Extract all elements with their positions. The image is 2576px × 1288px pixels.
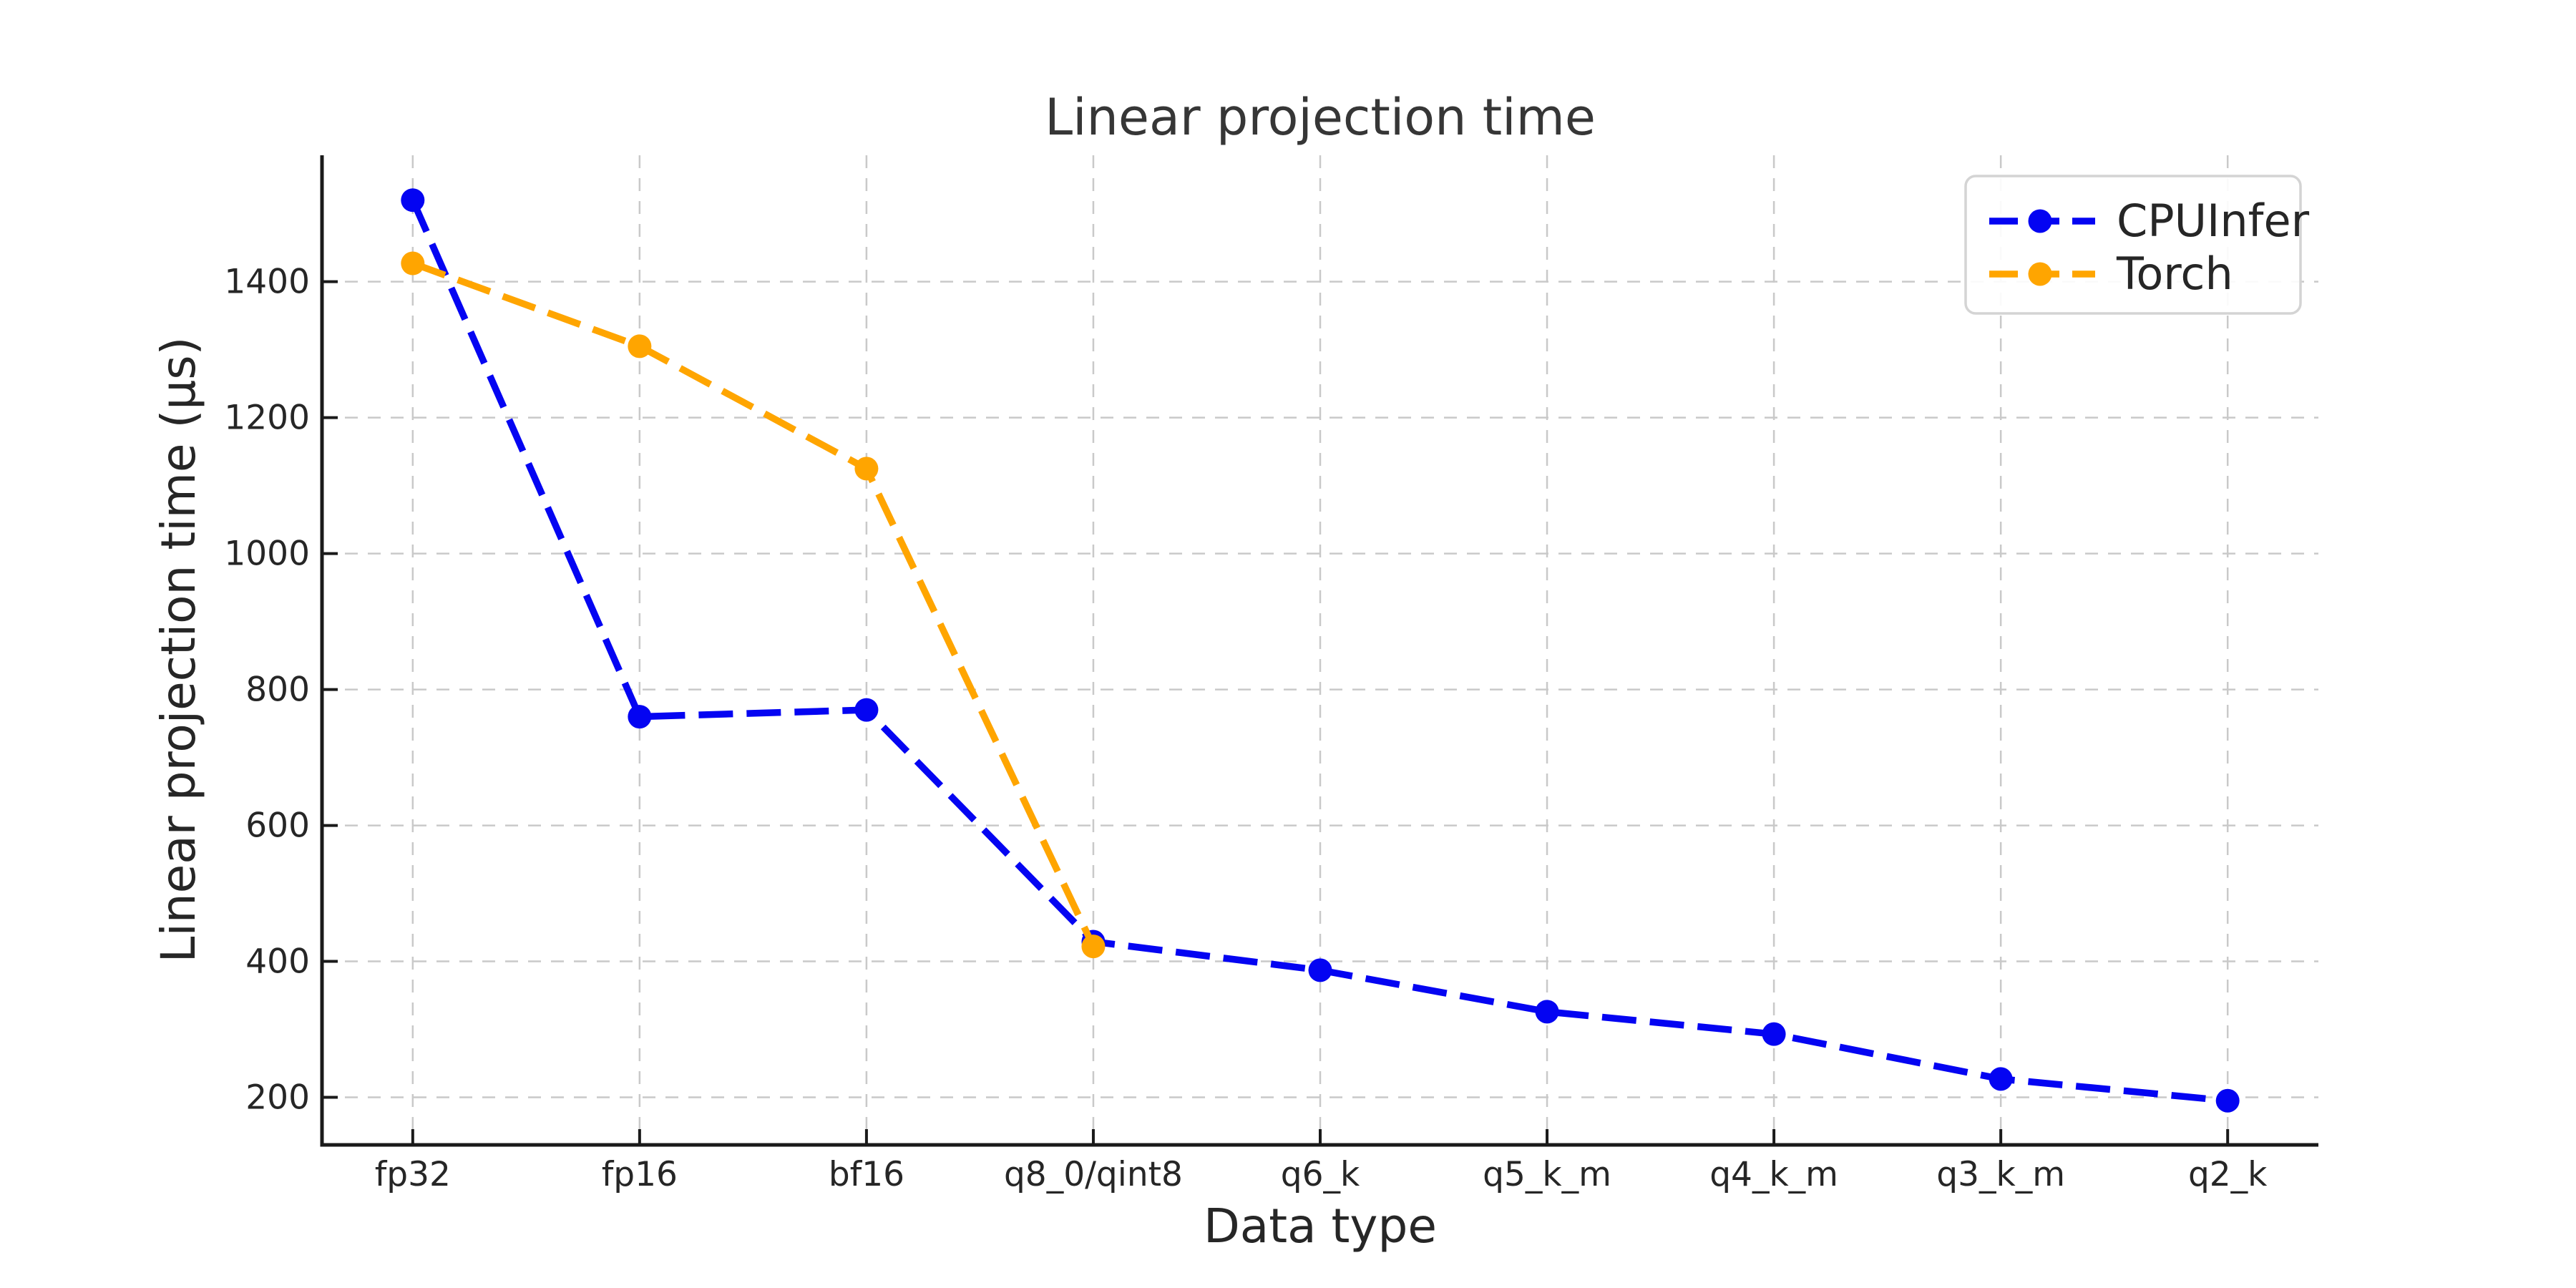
data-point-torch [628, 334, 652, 358]
series-line-torch [411, 260, 1097, 948]
x-tick-label: fp32 [375, 1155, 451, 1194]
legend-item-torch: Torch [1989, 248, 2233, 300]
legend-sample-marker [2028, 209, 2052, 233]
legend-sample-marker [2028, 262, 2052, 286]
data-point-cpuinfer [1762, 1022, 1786, 1046]
legend-item-cpuinfer: CPUInfer [1989, 195, 2310, 247]
y-tick-label: 800 [245, 670, 310, 710]
y-tick-label: 600 [245, 806, 310, 846]
x-tick-label: q5_k_m [1483, 1155, 1611, 1194]
x-tick-label: fp16 [602, 1155, 678, 1194]
y-tick-label: 1400 [224, 263, 310, 302]
data-point-cpuinfer [1989, 1067, 2013, 1091]
data-series [401, 188, 2240, 1113]
data-point-cpuinfer [1308, 958, 1332, 982]
axis-ticks [322, 280, 2230, 1145]
data-point-torch [1081, 935, 1106, 959]
x-tick-label: bf16 [829, 1155, 904, 1194]
data-point-torch [401, 251, 425, 275]
data-point-torch [854, 457, 879, 481]
legend-label: Torch [2116, 248, 2233, 300]
y-tick-label: 1200 [224, 399, 310, 438]
y-tick-label: 200 [245, 1078, 310, 1118]
data-point-cpuinfer [854, 698, 879, 722]
x-tick-label: q8_0/qint8 [1004, 1155, 1183, 1194]
y-tick-label: 400 [245, 942, 310, 982]
legend-label: CPUInfer [2117, 195, 2310, 247]
data-point-cpuinfer [2215, 1088, 2240, 1113]
y-tick-label: 1000 [224, 535, 310, 574]
y-axis-label: Linear projection time (μs) [151, 337, 206, 963]
chart-title: Linear projection time [1045, 88, 1596, 147]
x-tick-label: q6_k [1281, 1155, 1360, 1194]
axis-tick-labels: 200 400 600 800 1000 1200 1400 fp32 fp16 bf16 q8_0… [224, 263, 2268, 1194]
x-axis-label: Data type [1204, 1199, 1437, 1254]
x-tick-label: q3_k_m [1936, 1155, 2065, 1194]
data-point-cpuinfer [628, 705, 652, 729]
x-tick-label: q2_k [2188, 1155, 2268, 1194]
data-point-cpuinfer [1535, 1000, 1559, 1024]
x-tick-label: q4_k_m [1709, 1155, 1838, 1194]
data-point-cpuinfer [401, 188, 425, 213]
